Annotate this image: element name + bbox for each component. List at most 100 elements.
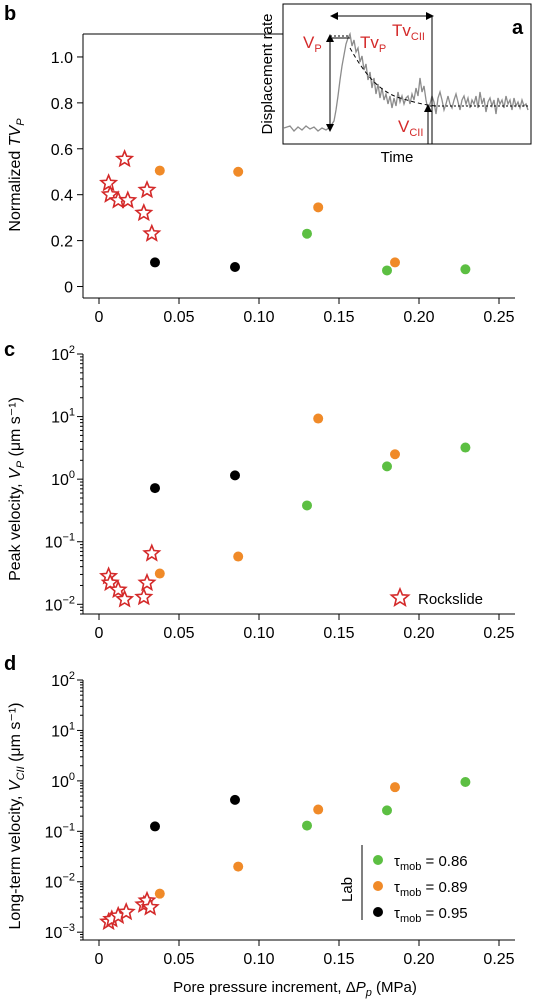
x-tick-label-c: 0.15	[323, 625, 354, 642]
y-tick-label-c: 10−1	[45, 532, 75, 552]
y-axis-label-b: Normalized TVP	[7, 118, 27, 232]
data-point-lab_086-d	[460, 776, 471, 787]
y-tick-label-d: 100	[51, 771, 75, 791]
x-tick-label-d: 0.15	[323, 951, 354, 968]
data-point-lab_086-b	[382, 265, 392, 276]
data-point-lab_086-b	[302, 228, 312, 239]
legend-marker-089	[373, 881, 383, 891]
legend-marker-095	[373, 907, 383, 917]
x-tick-label-b: 0.20	[403, 309, 434, 326]
legend-label-086: τmob = 0.86	[394, 853, 468, 873]
data-point-rockslide-b	[118, 190, 138, 209]
legend-lab-title: Lab	[339, 877, 356, 902]
y-tick-label-b: 0	[64, 280, 73, 297]
x-tick-label-b: 0.10	[243, 309, 274, 326]
data-point-lab_089-b	[233, 166, 244, 177]
data-point-lab_095-b	[230, 262, 240, 273]
data-point-rockslide-c	[134, 587, 154, 606]
data-point-lab_089-d	[154, 888, 165, 899]
data-point-rockslide-b	[142, 223, 162, 242]
chart-panel-b: 0 0.05 0.10 0.15 0.20 0.25 0 0.2 0.4 0.6 0.8 1.0	[51, 33, 515, 326]
y-tick-label-c: 100	[51, 469, 75, 489]
data-point-lab_086-c	[382, 461, 392, 472]
legend-label-095: τmob = 0.95	[394, 905, 468, 925]
legend-rockslide-label: Rockslide	[418, 591, 483, 608]
legend-star-marker	[389, 586, 411, 608]
data-point-lab_086-c	[302, 500, 312, 511]
data-point-lab_089-b	[313, 202, 324, 213]
data-point-rockslide-c	[142, 543, 162, 562]
x-tick-label-c: 0.10	[243, 625, 274, 642]
inset-frame	[282, 3, 532, 145]
x-tick-label-c: 0	[95, 625, 104, 642]
x-tick-label-d: 0.25	[483, 951, 514, 968]
inset-trace	[283, 31, 529, 132]
y-tick-label-d: 10−1	[45, 821, 75, 841]
y-tick-label-b: 0.8	[51, 96, 73, 113]
data-point-rockslide-b	[115, 148, 135, 168]
chart-panel-d: 0 0.05 0.10 0.15 0.20 0.25 10−3 10−2 10−1 100 101 1…	[45, 670, 515, 968]
data-point-rockslide-d	[116, 901, 136, 921]
inset-vcii-arrowhead	[424, 104, 432, 112]
data-point-rockslide-d	[140, 897, 160, 916]
y-tick-label-b: 0.6	[51, 142, 73, 159]
data-point-rockslide-b	[137, 179, 157, 199]
y-tick-label-d: 102	[51, 670, 75, 690]
data-point-rockslide-b	[134, 203, 154, 222]
inset-panel-a: a Displacement rate Time VP TvP TvCII VC…	[259, 3, 532, 166]
y-axis-label-d: Long-term velocity, VCII (μm s⁻¹)	[7, 702, 27, 929]
x-tick-label-d: 0.10	[243, 951, 274, 968]
x-tick-label-b: 0	[95, 309, 104, 326]
legend-rockslide-star-icon	[389, 586, 411, 608]
data-point-rockslide-c	[115, 589, 135, 608]
inset-label-vp: VP	[303, 33, 322, 55]
chart-panel-c: 0 0.05 0.10 0.15 0.20 0.25 10−2 10−1 100 101 102	[45, 344, 515, 642]
data-point-rockslide-c	[100, 572, 120, 592]
y-tick-label-c: 101	[51, 407, 75, 427]
y-tick-label-b: 0.4	[51, 188, 73, 205]
data-point-lab_089-c	[390, 449, 400, 460]
inset-y-label: Displacement rate	[259, 14, 276, 135]
data-point-lab_095-d	[230, 794, 240, 805]
x-tick-label-b: 0.25	[483, 309, 514, 326]
inset-vp-arrowhead-bottom	[326, 124, 334, 132]
x-axis-label: Pore pressure increment, ΔPp (MPa)	[173, 979, 417, 999]
data-point-rockslide-c	[137, 572, 157, 592]
legend-marker-086	[373, 855, 383, 865]
data-point-lab_095-c	[230, 470, 240, 481]
data-point-lab_095-c	[150, 483, 160, 494]
data-point-lab_089-b	[390, 257, 400, 268]
x-tick-label-b: 0.15	[323, 309, 354, 326]
y-tick-label-b: 0.2	[51, 234, 73, 251]
inset-tvcii-arrowhead-right	[426, 12, 434, 20]
data-point-lab_089-c	[313, 413, 324, 424]
x-tick-label-c: 0.20	[403, 625, 434, 642]
data-point-lab_095-d	[150, 821, 160, 832]
x-tick-label-d: 0	[95, 951, 104, 968]
inset-label-vcii: VCII	[398, 117, 423, 139]
inset-vp-arrowhead-top	[326, 34, 334, 42]
inset-x-label: Time	[381, 149, 414, 166]
legend-lab: Lab τmob = 0.86 τmob = 0.89 τmob = 0.95	[339, 845, 468, 925]
data-point-lab_086-d	[302, 820, 312, 831]
panel-letter-d: d	[4, 653, 16, 675]
y-tick-label-d: 101	[51, 720, 75, 740]
data-point-lab_089-d	[233, 861, 244, 872]
legend-rockslide: Rockslide	[389, 586, 483, 608]
inset-tvcii-arrowhead-left	[330, 12, 338, 20]
y-axis-label-c: Peak velocity, VP (μm s⁻¹)	[7, 397, 27, 581]
inset-label-tvcii: TvCII	[392, 21, 425, 43]
data-point-rockslide-b	[99, 173, 119, 192]
x-tick-label-b: 0.05	[163, 309, 194, 326]
legend-label-089: τmob = 0.89	[394, 879, 468, 899]
inset-decay-dashed	[349, 47, 441, 107]
data-point-lab_089-d	[390, 782, 400, 793]
y-tick-label-c: 10−2	[45, 594, 75, 614]
y-tick-label-b: 1.0	[51, 50, 73, 67]
data-point-lab_095-b	[150, 257, 160, 268]
data-point-lab_086-b	[460, 264, 471, 275]
x-tick-label-d: 0.05	[163, 951, 194, 968]
panel-letter-b: b	[4, 3, 16, 25]
data-point-lab_089-c	[233, 551, 244, 562]
